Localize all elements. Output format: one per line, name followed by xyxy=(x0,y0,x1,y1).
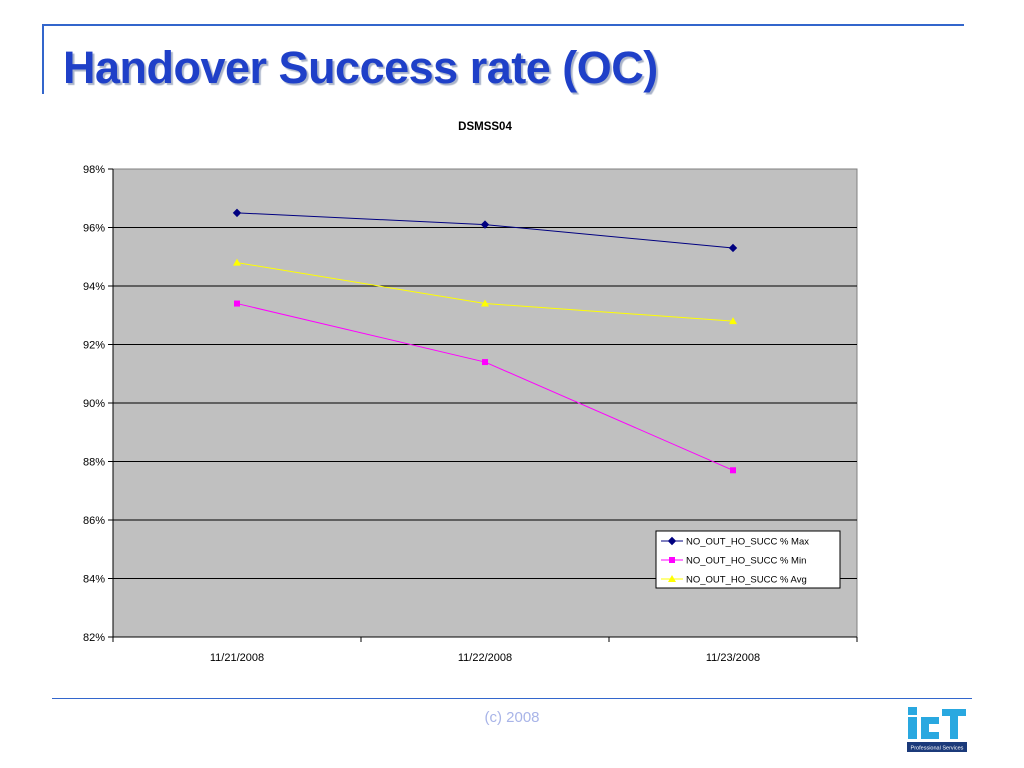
series-triangle xyxy=(233,258,737,325)
series-diamond xyxy=(232,208,738,253)
data-point xyxy=(728,243,738,253)
series-layer xyxy=(232,208,738,474)
legend-marker xyxy=(667,536,677,546)
series-square xyxy=(234,300,736,474)
chart-title: DSMSS04 xyxy=(458,121,512,133)
footer-copyright: (c) 2008 xyxy=(484,709,540,726)
x-tick-label: 11/21/2008 xyxy=(210,652,264,664)
x-axis: 11/21/2008 11/22/2008 11/23/2008 xyxy=(112,636,858,664)
legend-label: NO_OUT_HO_SUCC % Avg xyxy=(686,575,807,586)
legend-marker xyxy=(669,557,675,563)
data-point xyxy=(481,299,489,307)
legend: NO_OUT_HO_SUCC % Max NO_OUT_HO_SUCC % Min… xyxy=(655,530,841,589)
y-axis: 98% 96% 94% 92% 90% 88% 86% 84% 82% xyxy=(83,164,114,644)
bottom-rule xyxy=(52,698,972,699)
data-point xyxy=(480,220,490,229)
data-point xyxy=(234,300,240,307)
ict-logo: Professional Services xyxy=(905,705,969,753)
data-point xyxy=(730,467,736,474)
data-point xyxy=(233,258,241,266)
y-tick-label: 96% xyxy=(83,223,105,235)
legend-label: NO_OUT_HO_SUCC % Max xyxy=(686,537,809,548)
data-point xyxy=(729,317,737,325)
legend-label: NO_OUT_HO_SUCC % Min xyxy=(686,556,806,567)
y-tick-label: 84% xyxy=(83,574,105,586)
y-tick-label: 94% xyxy=(83,281,105,293)
y-tick-label: 92% xyxy=(83,340,105,352)
top-rule xyxy=(42,24,964,26)
line-chart: DSMSS04 98% 96% 94% 92% 90% 88% 86% 84% 82% 11/2… xyxy=(83,121,858,664)
data-point xyxy=(482,359,488,366)
y-tick-label: 98% xyxy=(83,164,105,176)
x-tick-label: 11/22/2008 xyxy=(458,652,512,664)
data-point xyxy=(232,208,242,218)
legend-box xyxy=(655,530,841,589)
y-tick-label: 82% xyxy=(83,632,105,644)
y-tick-label: 90% xyxy=(83,398,105,410)
y-tick-label: 88% xyxy=(83,457,105,469)
left-rule xyxy=(42,24,44,94)
slide-title: Handover Success rate (OC) xyxy=(63,42,658,93)
y-tick-label: 86% xyxy=(83,515,105,527)
logo-subtitle: Professional Services xyxy=(911,746,964,752)
legend-marker xyxy=(668,575,676,582)
x-tick-label: 11/23/2008 xyxy=(706,652,760,664)
